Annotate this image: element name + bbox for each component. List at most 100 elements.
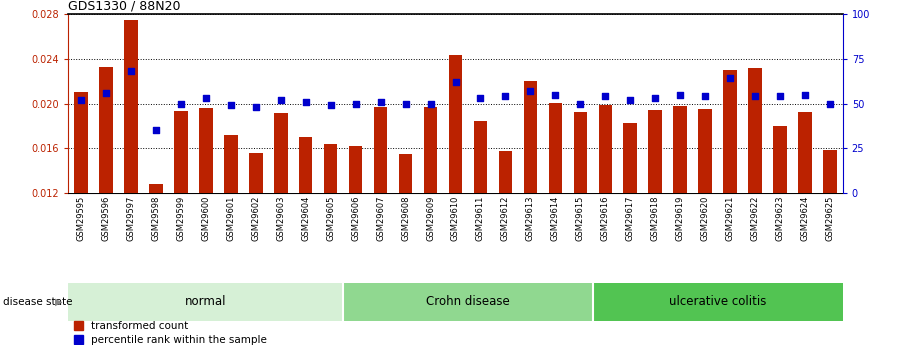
Bar xyxy=(748,68,763,193)
Bar xyxy=(174,111,188,193)
Bar xyxy=(623,122,637,193)
Text: GSM29597: GSM29597 xyxy=(127,196,135,241)
Bar xyxy=(74,92,87,193)
Text: GSM29620: GSM29620 xyxy=(701,196,710,241)
Text: GSM29605: GSM29605 xyxy=(326,196,335,241)
Point xyxy=(298,99,312,105)
Bar xyxy=(349,146,363,193)
Bar xyxy=(323,144,337,193)
Point xyxy=(773,93,787,99)
Text: GSM29600: GSM29600 xyxy=(201,196,210,241)
Legend: transformed count, percentile rank within the sample: transformed count, percentile rank withi… xyxy=(74,321,267,345)
Point xyxy=(548,92,563,97)
Point xyxy=(698,93,712,99)
Point xyxy=(374,99,388,105)
Text: GSM29603: GSM29603 xyxy=(276,196,285,241)
Text: ▶: ▶ xyxy=(55,297,62,307)
Bar xyxy=(593,283,843,321)
Text: GSM29608: GSM29608 xyxy=(401,196,410,241)
Bar xyxy=(249,153,262,193)
Text: GSM29598: GSM29598 xyxy=(151,196,160,241)
Point xyxy=(148,128,163,133)
Text: Crohn disease: Crohn disease xyxy=(426,295,510,308)
Text: normal: normal xyxy=(185,295,227,308)
Text: GSM29595: GSM29595 xyxy=(77,196,86,241)
Bar xyxy=(574,112,588,193)
Point xyxy=(623,97,638,103)
Text: GSM29616: GSM29616 xyxy=(601,196,609,241)
Point xyxy=(173,101,188,106)
Bar xyxy=(773,126,787,193)
Text: GSM29623: GSM29623 xyxy=(776,196,784,241)
Text: GSM29622: GSM29622 xyxy=(751,196,760,241)
Bar xyxy=(699,109,712,193)
Text: GSM29607: GSM29607 xyxy=(376,196,385,241)
Text: GSM29609: GSM29609 xyxy=(426,196,435,241)
Bar xyxy=(673,106,687,193)
Text: GSM29602: GSM29602 xyxy=(251,196,261,241)
Bar xyxy=(148,184,163,193)
Bar xyxy=(374,107,387,193)
Point xyxy=(599,93,613,99)
Point xyxy=(199,95,213,101)
Point xyxy=(823,101,837,106)
Text: GSM29612: GSM29612 xyxy=(501,196,510,241)
Point xyxy=(498,93,513,99)
Bar xyxy=(299,137,312,193)
Text: GSM29617: GSM29617 xyxy=(626,196,635,241)
Bar xyxy=(723,70,737,193)
Bar xyxy=(99,67,113,193)
Text: ulcerative colitis: ulcerative colitis xyxy=(669,295,766,308)
Text: GSM29611: GSM29611 xyxy=(476,196,485,241)
Bar xyxy=(399,154,413,193)
Text: GSM29624: GSM29624 xyxy=(801,196,810,241)
Point xyxy=(424,101,438,106)
Bar xyxy=(599,106,612,193)
Bar xyxy=(68,283,343,321)
Text: GSM29618: GSM29618 xyxy=(650,196,660,241)
Point xyxy=(323,102,338,108)
Bar xyxy=(548,103,562,193)
Point xyxy=(798,92,813,97)
Bar xyxy=(424,107,437,193)
Point xyxy=(648,95,662,101)
Point xyxy=(673,92,688,97)
Bar xyxy=(224,135,238,193)
Text: GSM29615: GSM29615 xyxy=(576,196,585,241)
Text: GDS1330 / 88N20: GDS1330 / 88N20 xyxy=(68,0,180,13)
Point xyxy=(723,76,738,81)
Bar xyxy=(474,120,487,193)
Text: GSM29614: GSM29614 xyxy=(551,196,560,241)
Text: GSM29619: GSM29619 xyxy=(676,196,685,241)
Text: GSM29625: GSM29625 xyxy=(825,196,834,241)
Point xyxy=(273,97,288,103)
Point xyxy=(573,101,588,106)
Point xyxy=(98,90,113,96)
Text: GSM29604: GSM29604 xyxy=(302,196,310,241)
Bar xyxy=(199,108,212,193)
Text: GSM29596: GSM29596 xyxy=(101,196,110,241)
Text: GSM29613: GSM29613 xyxy=(526,196,535,241)
Point xyxy=(748,93,763,99)
Text: GSM29606: GSM29606 xyxy=(351,196,360,241)
Point xyxy=(124,68,138,74)
Bar xyxy=(824,150,837,193)
Point xyxy=(223,102,238,108)
Point xyxy=(473,95,487,101)
Point xyxy=(523,88,537,94)
Point xyxy=(448,79,463,85)
Bar xyxy=(274,114,288,193)
Text: GSM29610: GSM29610 xyxy=(451,196,460,241)
Text: GSM29601: GSM29601 xyxy=(226,196,235,241)
Point xyxy=(398,101,413,106)
Text: GSM29599: GSM29599 xyxy=(176,196,185,241)
Bar xyxy=(343,283,593,321)
Text: disease state: disease state xyxy=(3,297,72,307)
Point xyxy=(74,97,88,103)
Bar xyxy=(649,110,662,193)
Text: GSM29621: GSM29621 xyxy=(726,196,735,241)
Point xyxy=(348,101,363,106)
Bar xyxy=(524,81,537,193)
Bar xyxy=(498,151,512,193)
Bar xyxy=(124,20,138,193)
